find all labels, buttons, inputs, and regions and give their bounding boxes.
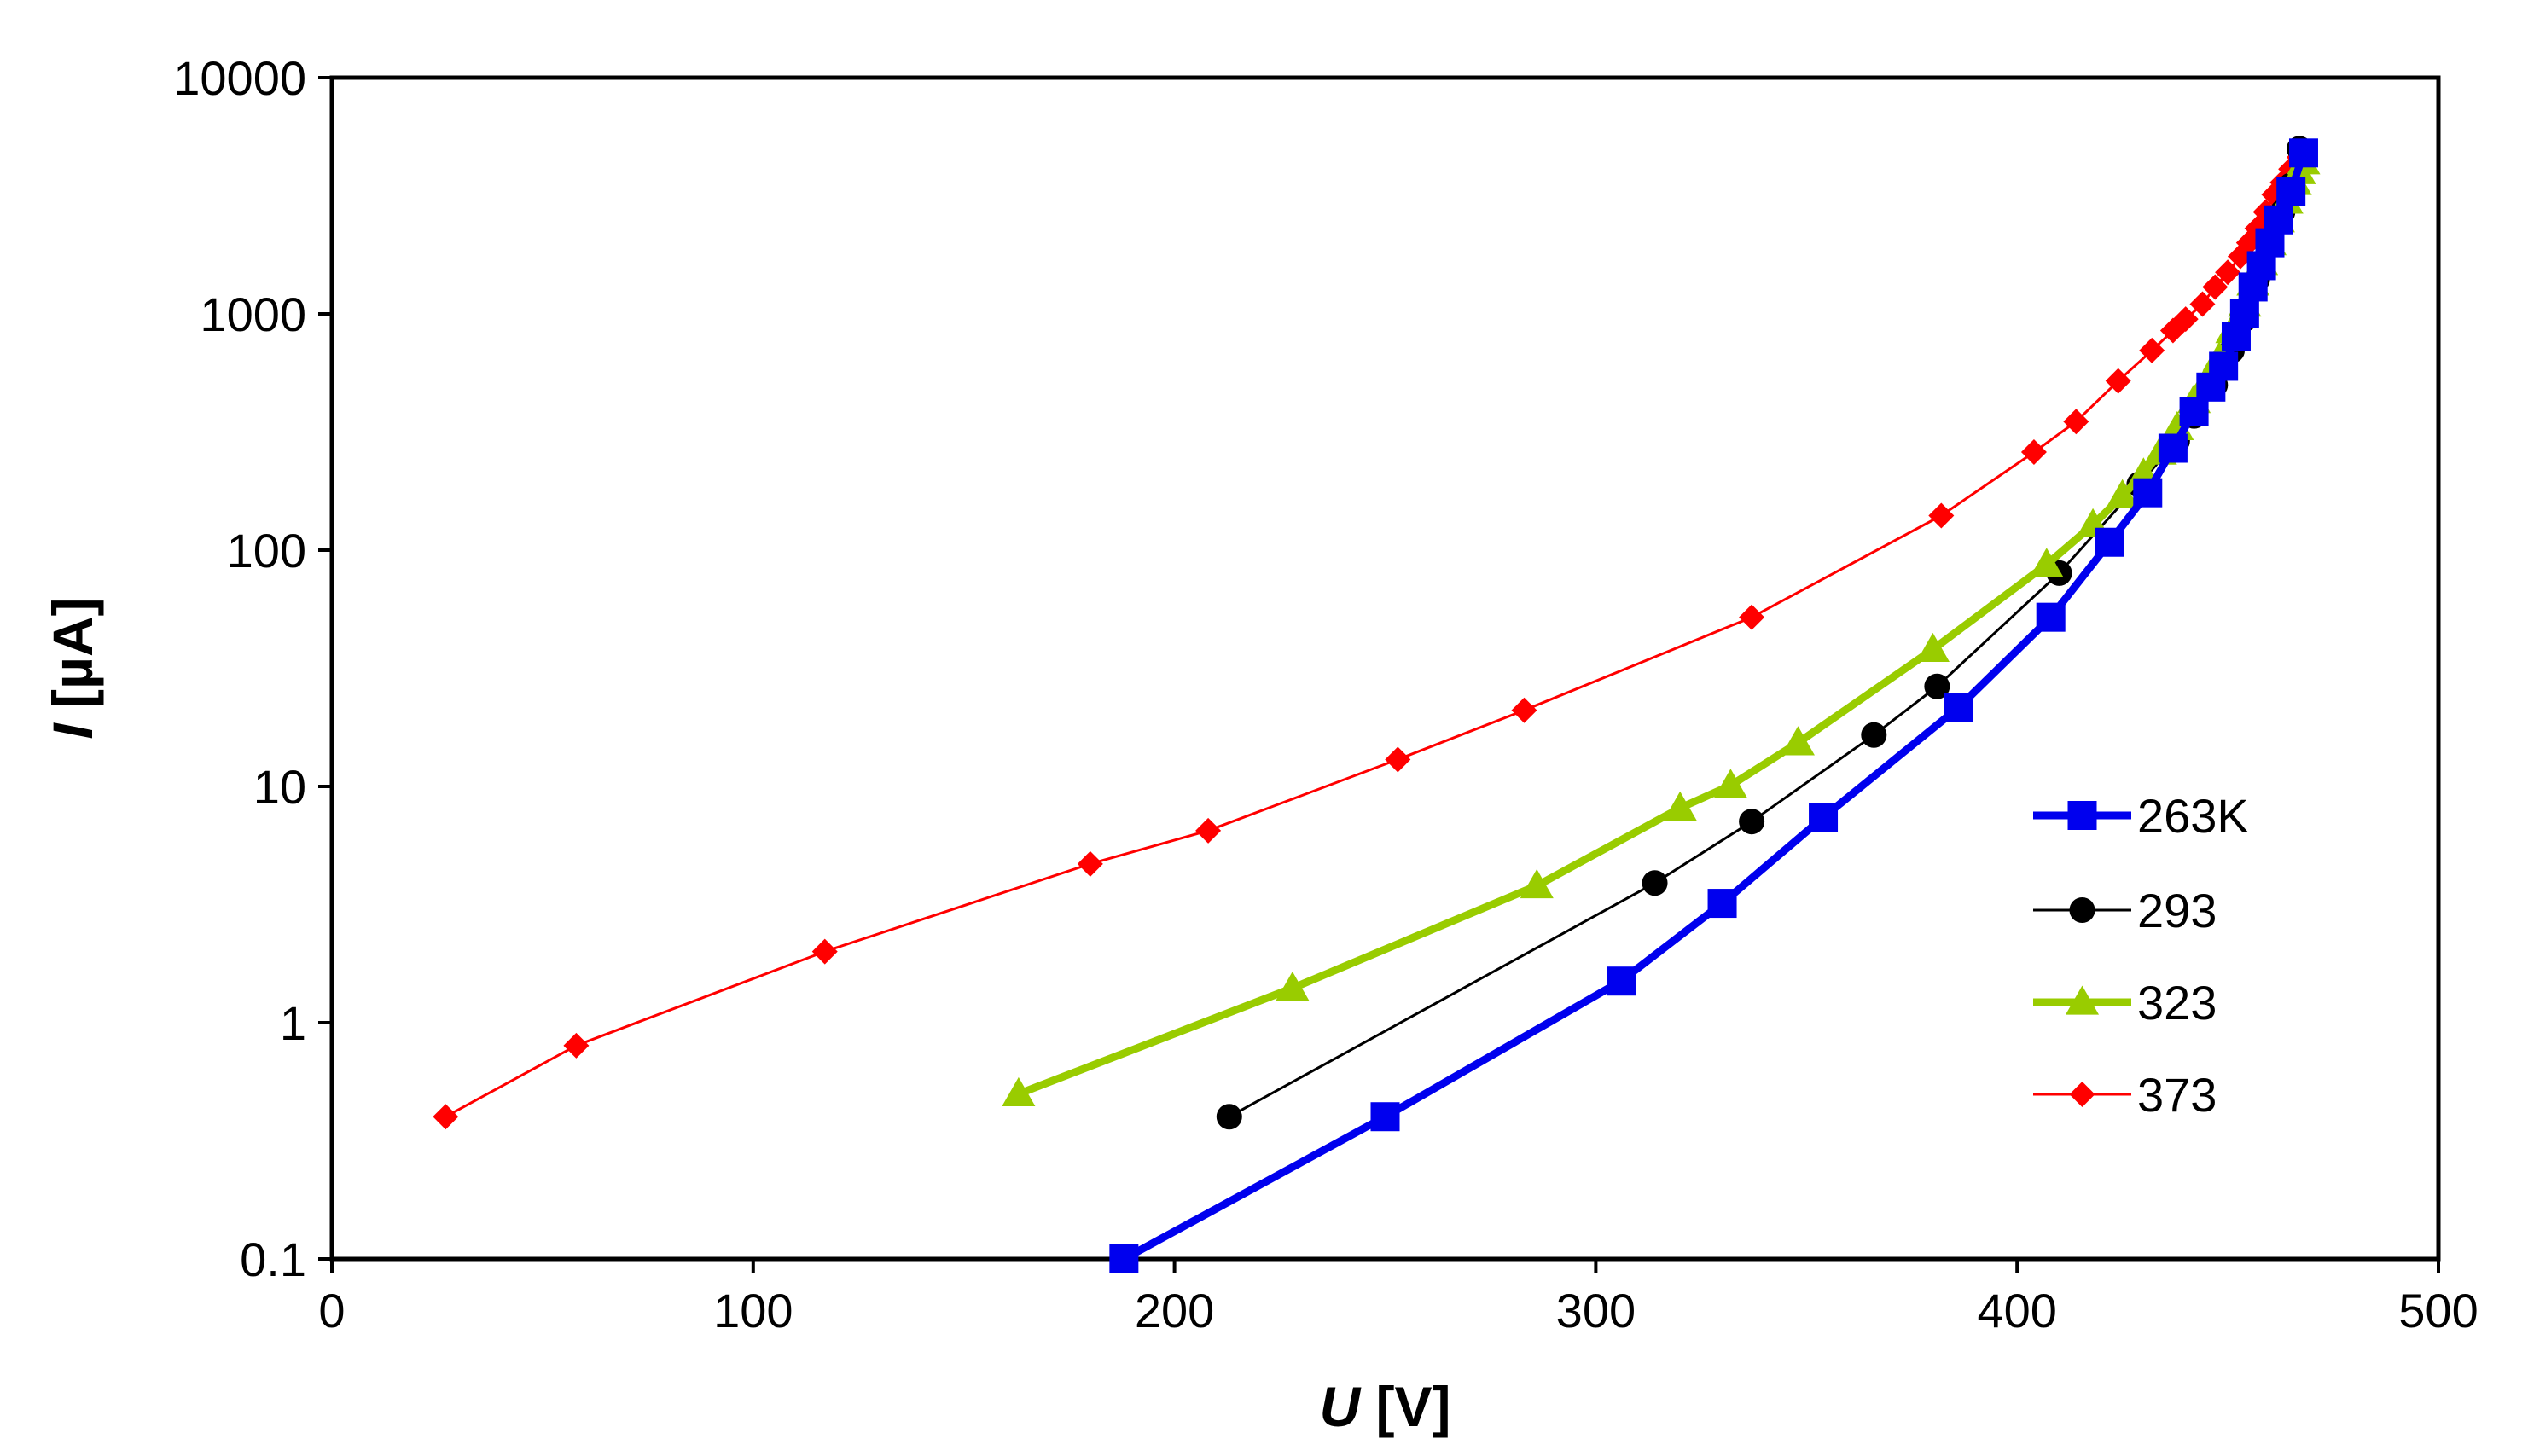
data-point: [1109, 1244, 1139, 1273]
data-point: [2202, 274, 2229, 300]
legend-item-323: 323: [2033, 976, 2217, 1030]
data-point: [2276, 177, 2306, 206]
data-point: [1195, 817, 1222, 844]
data-point: [2106, 479, 2140, 508]
data-point: [2020, 439, 2047, 466]
data-point: [1385, 746, 1411, 773]
data-point: [2095, 527, 2124, 557]
data-point: [1077, 850, 1103, 877]
y-tick-label: 100: [227, 524, 306, 577]
x-tick-label: 400: [1977, 1284, 2056, 1337]
data-point: [2229, 299, 2259, 328]
data-point: [2036, 602, 2066, 632]
data-point: [1370, 1102, 1400, 1132]
data-point: [1511, 697, 1537, 723]
data-point: [1607, 966, 1636, 996]
data-point: [1739, 604, 1765, 630]
series-line: [1228, 147, 2301, 1118]
data-point: [1713, 769, 1747, 798]
data-point: [1707, 889, 1737, 919]
x-axis-label-symbol: U: [1320, 1375, 1363, 1438]
data-point: [1002, 1076, 1036, 1107]
data-point: [811, 938, 838, 965]
data-point: [2139, 337, 2165, 363]
data-point: [2105, 368, 2131, 394]
data-point: [1928, 502, 1955, 529]
legend-item-373: 373: [2033, 1068, 2217, 1122]
data-point: [2063, 409, 2089, 435]
x-axis-label-unit: [V]: [1360, 1375, 1450, 1438]
data-point: [1924, 673, 1950, 699]
data-point: [1520, 868, 1554, 899]
series-line: [444, 155, 2301, 1118]
data-point: [1216, 1104, 1242, 1130]
data-point: [2264, 205, 2293, 235]
data-point: [2179, 397, 2209, 426]
legend-marker: [2069, 1082, 2095, 1107]
legend-item-263k: 263K: [2033, 789, 2249, 843]
y-axis-label-unit: [µA]: [41, 597, 104, 723]
x-axis-label: U [V]: [1320, 1375, 1451, 1438]
data-point: [1944, 693, 1973, 722]
data-point: [2189, 291, 2216, 317]
data-point: [2158, 433, 2188, 463]
data-point: [2215, 259, 2241, 286]
data-point: [2288, 138, 2318, 168]
y-tick-label: 1: [280, 996, 306, 1050]
y-tick-label: 10: [253, 760, 306, 814]
y-axis-label-symbol: I: [41, 722, 104, 740]
legend-label: 373: [2137, 1068, 2217, 1122]
data-point: [2030, 548, 2064, 577]
y-axis-label: I [µA]: [41, 597, 104, 739]
x-tick-label: 0: [318, 1284, 345, 1337]
data-point: [1739, 809, 1765, 835]
x-tick-label: 300: [1556, 1284, 1636, 1337]
data-point: [1642, 870, 1668, 896]
legend-marker: [2069, 897, 2095, 923]
y-tick-label: 10000: [173, 51, 306, 105]
plot-frame: [329, 75, 2441, 1262]
data-point: [2209, 351, 2239, 381]
series-263k: [1109, 138, 2318, 1273]
x-tick-label: 200: [1135, 1284, 1214, 1337]
x-tick-label: 100: [713, 1284, 793, 1337]
data-point: [2172, 306, 2199, 333]
y-tick-label: 1000: [200, 287, 306, 341]
x-tick-label: 500: [2398, 1284, 2478, 1337]
series-line: [1119, 148, 2308, 1263]
data-point: [1663, 791, 1697, 821]
legend-label: 323: [2137, 976, 2217, 1030]
data-point: [1861, 722, 1887, 748]
legend-marker: [2067, 801, 2097, 830]
legend-marker: [2065, 985, 2100, 1015]
legend-item-293: 293: [2033, 884, 2217, 937]
legend-label: 263K: [2137, 789, 2249, 843]
data-point: [1276, 971, 1310, 1001]
data-point: [1915, 632, 1950, 663]
data-point: [563, 1032, 590, 1059]
data-point: [1781, 726, 1815, 756]
legend-label: 293: [2137, 884, 2217, 937]
y-tick-label: 0.1: [240, 1233, 306, 1286]
series-323: [1002, 145, 2321, 1107]
data-point: [433, 1104, 459, 1130]
data-point: [1809, 803, 1839, 832]
data-point: [2133, 478, 2163, 508]
